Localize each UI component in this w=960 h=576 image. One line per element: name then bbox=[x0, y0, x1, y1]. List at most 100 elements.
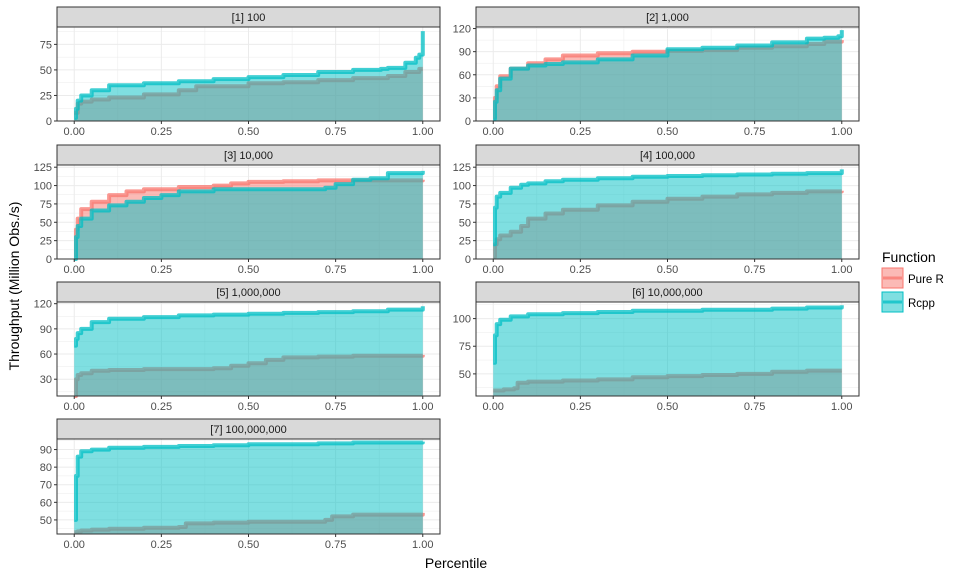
facet-strip-label: [5] 1,000,000 bbox=[216, 287, 280, 299]
y-tick-label: 125 bbox=[453, 162, 471, 174]
x-tick-label: 0.25 bbox=[570, 401, 591, 413]
y-tick-label: 60 bbox=[40, 349, 52, 361]
panel-7: [7] 100,000,000 0.00 0.25 0.50 0.75 1.00 50 60 7… bbox=[40, 418, 441, 551]
x-tick-label: 0.75 bbox=[744, 401, 765, 413]
y-tick-label: 50 bbox=[40, 65, 52, 77]
y-tick-label: 75 bbox=[40, 199, 52, 211]
y-tick-label: 30 bbox=[459, 93, 471, 105]
area-rcpp bbox=[493, 169, 842, 259]
facet-strip-label: [1] 100 bbox=[232, 12, 266, 24]
y-tick-label: 50 bbox=[459, 217, 471, 229]
line-rcpp bbox=[493, 169, 844, 247]
x-tick-label: 0.25 bbox=[570, 264, 591, 276]
x-tick-label: 1.00 bbox=[831, 401, 852, 413]
x-tick-label: 1.00 bbox=[412, 126, 433, 138]
legend-label-rcpp: Rcpp bbox=[908, 298, 935, 310]
x-tick-label: 0.50 bbox=[238, 539, 259, 551]
x-tick-label: 0.00 bbox=[64, 539, 85, 551]
x-tick-label: 0.25 bbox=[151, 264, 172, 276]
y-tick-label: 50 bbox=[459, 369, 471, 381]
y-tick-label: 75 bbox=[459, 341, 471, 353]
y-tick-label: 50 bbox=[40, 217, 52, 229]
line-rcpp bbox=[74, 170, 425, 261]
y-tick-label: 50 bbox=[40, 515, 52, 527]
y-tick-label: 90 bbox=[459, 47, 471, 59]
y-tick-label: 120 bbox=[453, 24, 471, 36]
y-tick-label: 90 bbox=[40, 445, 52, 457]
x-axis-title: Percentile bbox=[425, 555, 487, 571]
y-tick-label: 125 bbox=[34, 162, 52, 174]
y-tick-label: 30 bbox=[40, 374, 52, 386]
legend-label-pure-r: Pure R bbox=[908, 274, 944, 286]
y-tick-label: 120 bbox=[34, 299, 52, 311]
legend-item-rcpp: Rcpp bbox=[881, 291, 935, 313]
facet-strip-label: [6] 10,000,000 bbox=[632, 287, 702, 299]
y-tick-label: 25 bbox=[459, 236, 471, 248]
y-tick-label: 60 bbox=[40, 497, 52, 509]
line-rcpp bbox=[74, 31, 425, 120]
y-tick-label: 75 bbox=[459, 199, 471, 211]
x-tick-label: 0.50 bbox=[238, 264, 259, 276]
panel-6: [6] 10,000,000 0.00 0.25 0.50 0.75 1.00 50 75 10… bbox=[453, 281, 860, 413]
line-rcpp bbox=[74, 440, 425, 522]
area-rcpp bbox=[74, 170, 423, 259]
area-rcpp bbox=[74, 306, 423, 396]
x-tick-label: 0.50 bbox=[657, 401, 678, 413]
x-tick-label: 0.75 bbox=[744, 126, 765, 138]
x-tick-label: 0.25 bbox=[151, 401, 172, 413]
x-tick-label: 0.00 bbox=[64, 401, 85, 413]
y-tick-label: 100 bbox=[453, 314, 471, 326]
legend: Function Pure R Rcpp bbox=[881, 249, 944, 313]
line-rcpp bbox=[493, 30, 844, 121]
panel-3: [3] 10,000 0.00 0.25 0.50 0.75 1.00 0 25 50 75 100… bbox=[34, 144, 441, 276]
x-tick-label: 0.50 bbox=[657, 264, 678, 276]
y-tick-label: 90 bbox=[40, 324, 52, 336]
x-tick-label: 1.00 bbox=[412, 264, 433, 276]
y-tick-label: 70 bbox=[40, 480, 52, 492]
x-tick-label: 1.00 bbox=[412, 539, 433, 551]
y-axis-title: Throughput (Million Obs./s) bbox=[6, 202, 22, 371]
x-tick-label: 1.00 bbox=[831, 126, 852, 138]
x-tick-label: 1.00 bbox=[412, 401, 433, 413]
x-tick-label: 0.75 bbox=[744, 264, 765, 276]
panel-5: [5] 1,000,000 0.00 0.25 0.50 0.75 1.00 30 60 90 1… bbox=[34, 281, 441, 413]
y-tick-label: 0 bbox=[46, 116, 52, 128]
x-tick-label: 0.00 bbox=[64, 264, 85, 276]
area-rcpp bbox=[493, 30, 842, 122]
panel-1: [1] 100 0.00 0.25 0.50 0.75 1.00 0 25 50 75 bbox=[40, 6, 441, 138]
panel-4: [4] 100,000 0.00 0.25 0.50 0.75 1.00 0 25 50 75 10… bbox=[453, 144, 860, 276]
x-tick-label: 0.50 bbox=[238, 126, 259, 138]
facet-strip-label: [2] 1,000 bbox=[646, 12, 689, 24]
x-tick-label: 0.25 bbox=[151, 539, 172, 551]
x-tick-label: 0.75 bbox=[325, 401, 346, 413]
x-tick-label: 0.25 bbox=[151, 126, 172, 138]
legend-item-pure-r: Pure R bbox=[881, 267, 944, 289]
y-tick-label: 60 bbox=[459, 70, 471, 82]
y-tick-label: 100 bbox=[34, 181, 52, 193]
area-rcpp bbox=[74, 31, 423, 122]
y-tick-label: 25 bbox=[40, 236, 52, 248]
panels-layer: [1] 100 0.00 0.25 0.50 0.75 1.00 0 25 50 75 [2] 1,… bbox=[34, 6, 860, 551]
y-tick-label: 100 bbox=[453, 181, 471, 193]
y-tick-label: 75 bbox=[40, 39, 52, 51]
y-tick-label: 0 bbox=[465, 116, 471, 128]
x-tick-label: 0.50 bbox=[657, 126, 678, 138]
x-tick-label: 0.00 bbox=[483, 401, 504, 413]
legend-title: Function bbox=[882, 249, 936, 265]
x-tick-label: 0.75 bbox=[325, 264, 346, 276]
panel-2: [2] 1,000 0.00 0.25 0.50 0.75 1.00 0 30 60 90 120 bbox=[453, 6, 860, 138]
y-tick-label: 25 bbox=[40, 90, 52, 102]
x-tick-label: 0.75 bbox=[325, 539, 346, 551]
x-tick-label: 0.00 bbox=[64, 126, 85, 138]
facet-strip-label: [4] 100,000 bbox=[640, 150, 695, 162]
x-tick-label: 1.00 bbox=[831, 264, 852, 276]
x-tick-label: 0.00 bbox=[483, 126, 504, 138]
facet-strip-label: [7] 100,000,000 bbox=[210, 424, 286, 436]
x-tick-label: 0.00 bbox=[483, 264, 504, 276]
y-tick-label: 80 bbox=[40, 462, 52, 474]
line-rcpp bbox=[74, 306, 425, 348]
x-tick-label: 0.75 bbox=[325, 126, 346, 138]
x-tick-label: 0.50 bbox=[238, 401, 259, 413]
line-rcpp bbox=[493, 305, 844, 365]
